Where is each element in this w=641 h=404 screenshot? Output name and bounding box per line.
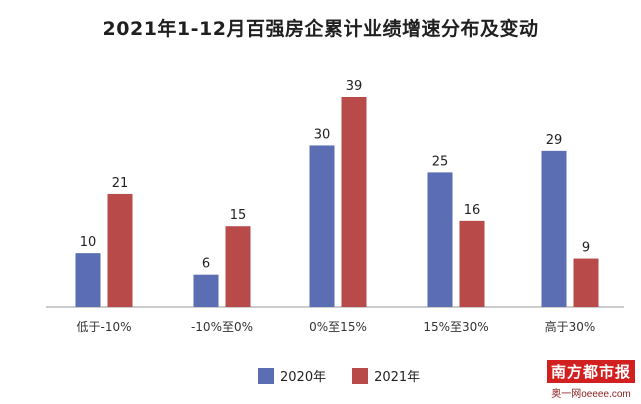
data-label-2021年-1: 15 <box>230 208 247 223</box>
data-label-2020年-4: 29 <box>546 133 563 148</box>
watermark: 南方都市报 奥一网oeeee.com <box>546 360 635 400</box>
bar-2020年-0 <box>75 253 101 307</box>
data-label-2021年-2: 39 <box>346 79 363 94</box>
legend-swatch-2020 <box>258 367 274 384</box>
legend-item-2020: 2020年 <box>258 366 326 385</box>
x-tick-label-4: 高于30% <box>545 319 596 334</box>
x-tick-label-0: 低于-10% <box>76 320 131 334</box>
data-label-2021年-0: 21 <box>112 176 129 191</box>
bar-2020年-4 <box>541 150 567 307</box>
x-tick-label-3: 15%至30% <box>423 320 488 334</box>
bar-2021年-4 <box>573 258 599 307</box>
watermark-logo: 南方都市报 <box>546 360 635 383</box>
x-tick-label-2: 0%至15% <box>309 320 367 334</box>
data-label-2020年-1: 6 <box>202 257 210 272</box>
legend-item-2021: 2021年 <box>352 366 420 385</box>
bar-2020年-1 <box>193 274 219 307</box>
legend-label-2021: 2021年 <box>374 370 421 385</box>
data-label-2021年-4: 9 <box>582 241 590 256</box>
bar-2021年-3 <box>459 220 485 307</box>
legend-label-2020: 2020年 <box>280 370 327 385</box>
data-label-2020年-2: 30 <box>314 127 331 142</box>
bar-2021年-0 <box>107 193 133 307</box>
legend-swatch-2021 <box>352 367 369 384</box>
data-label-2021年-3: 16 <box>464 203 481 218</box>
chart-title: 2021年1-12月百强房企累计业绩增速分布及变动 <box>102 18 539 40</box>
bar-2020年-2 <box>309 145 335 307</box>
data-label-2020年-3: 25 <box>432 154 449 169</box>
bar-2020年-3 <box>427 172 453 307</box>
bar-2021年-1 <box>225 226 251 307</box>
watermark-site: 奥一网oeeee.com <box>551 389 631 400</box>
x-tick-label-1: -10%至0% <box>191 320 253 334</box>
bar-2021年-2 <box>341 97 367 307</box>
chart-legend: 2020年 2021年 <box>258 366 436 385</box>
data-label-2020年-0: 10 <box>80 235 97 250</box>
